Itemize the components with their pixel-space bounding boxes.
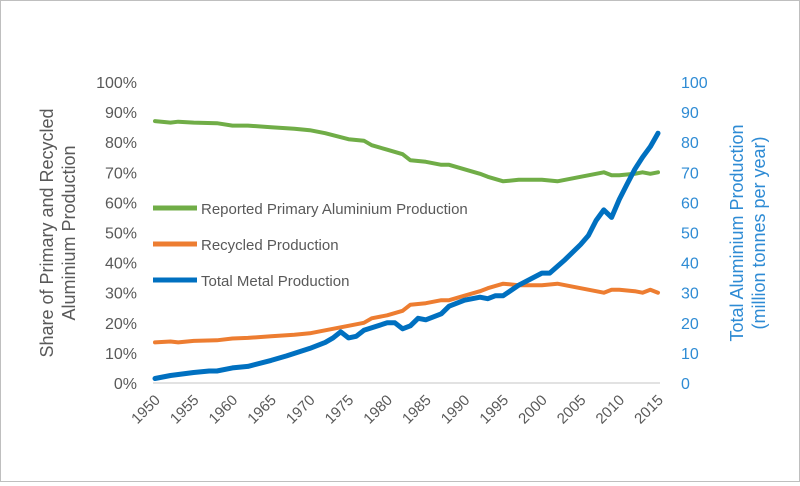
- y-tick-label: 20%: [105, 316, 137, 333]
- y2-tick-label: 40: [681, 256, 699, 273]
- legend: Reported Primary Aluminium Production Re…: [153, 201, 468, 290]
- y2-tick-label: 90: [681, 105, 699, 122]
- series-line-primary: [153, 119, 660, 184]
- series-line-recycled: [153, 281, 660, 345]
- y-tick-label: 100%: [96, 75, 137, 92]
- x-tick-label: 1970: [283, 392, 319, 428]
- y-tick-label: 0%: [114, 376, 137, 393]
- y-tick-label: 60%: [105, 195, 137, 212]
- x-tick-label: 1985: [399, 392, 435, 428]
- y-tick-label: 90%: [105, 105, 137, 122]
- x-tick-label: 1950: [128, 392, 164, 428]
- x-tick-label: 1955: [167, 392, 203, 428]
- legend-label-recycled: Recycled Production: [201, 237, 339, 254]
- y2-tick-label: 10: [681, 346, 699, 363]
- y2-tick-label: 30: [681, 286, 699, 303]
- legend-label-total: Total Metal Production: [201, 273, 349, 290]
- y2-tick-label: 60: [681, 195, 699, 212]
- y2-tick-label: 70: [681, 165, 699, 182]
- x-tick-label: 1975: [322, 392, 358, 428]
- x-tick-label: 2015: [631, 392, 667, 428]
- y2-tick-label: 80: [681, 135, 699, 152]
- x-tick-label: 2000: [515, 392, 551, 428]
- y-axis-title-line-2: Aluminium Production: [59, 145, 79, 320]
- y-tick-label: 70%: [105, 165, 137, 182]
- y2-tick-label: 20: [681, 316, 699, 333]
- x-tick-label: 1960: [206, 392, 242, 428]
- x-tick-label: 2005: [554, 392, 590, 428]
- x-tick-label: 1965: [244, 392, 280, 428]
- legend-label-primary: Reported Primary Aluminium Production: [201, 201, 468, 218]
- y-tick-label: 80%: [105, 135, 137, 152]
- y2-axis-title-line-1: Total Aluminium Production: [727, 124, 747, 341]
- x-tick-label: 1980: [360, 392, 396, 428]
- x-tick-label: 1995: [476, 392, 512, 428]
- y-tick-label: 50%: [105, 226, 137, 243]
- y2-tick-label: 0: [681, 376, 690, 393]
- y-tick-label: 10%: [105, 346, 137, 363]
- x-tick-label: 1990: [438, 392, 474, 428]
- y-tick-label: 40%: [105, 256, 137, 273]
- x-tick-label: 2010: [593, 392, 629, 428]
- series-line-total: [152, 130, 661, 381]
- y2-tick-label: 50: [681, 226, 699, 243]
- y-axis-title-line-1: Share of Primary and Recycled: [37, 108, 57, 357]
- y2-axis-title-line-2: (million tonnes per year): [749, 136, 769, 329]
- y2-tick-label: 100: [681, 75, 708, 92]
- y-tick-label: 30%: [105, 286, 137, 303]
